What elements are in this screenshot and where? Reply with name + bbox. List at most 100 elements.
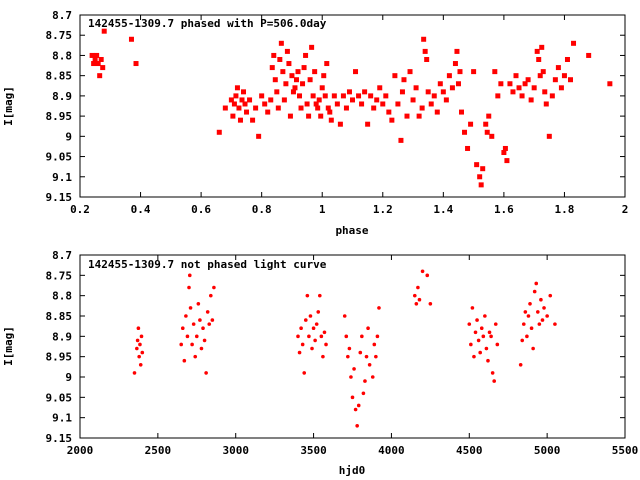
- y-tick-label: 8.95: [46, 110, 73, 123]
- data-point: [355, 424, 359, 428]
- data-point: [523, 310, 528, 314]
- data-point: [372, 342, 377, 347]
- data-point: [187, 285, 191, 290]
- data-point: [425, 273, 430, 278]
- data-point: [328, 117, 334, 123]
- data-point: [349, 375, 353, 379]
- data-point: [353, 69, 359, 75]
- data-point: [132, 371, 137, 375]
- data-point: [470, 306, 475, 310]
- data-point: [300, 81, 306, 87]
- data-point: [455, 81, 461, 87]
- data-point: [280, 69, 286, 75]
- data-point: [346, 89, 352, 95]
- data-point: [540, 69, 546, 75]
- data-point: [194, 334, 199, 339]
- data-point: [440, 89, 446, 95]
- data-point: [495, 342, 500, 347]
- data-point: [487, 330, 492, 335]
- y-tick-label: 9: [65, 130, 72, 143]
- data-point: [542, 306, 546, 310]
- data-point: [586, 52, 592, 58]
- x-tick-label: 4000: [378, 444, 405, 457]
- data-point: [553, 322, 557, 326]
- data-point: [484, 346, 489, 351]
- data-point: [422, 48, 428, 54]
- x-tick-label: 3500: [300, 444, 327, 457]
- data-point: [198, 318, 202, 322]
- data-point: [353, 407, 358, 412]
- data-point: [324, 342, 328, 347]
- data-point: [428, 101, 434, 107]
- data-point: [319, 334, 324, 339]
- y-tick-label: 8.8: [52, 290, 72, 303]
- data-point: [465, 145, 471, 151]
- data-point: [318, 113, 324, 119]
- data-point: [95, 61, 101, 67]
- data-point: [475, 318, 479, 322]
- data-point: [518, 363, 523, 367]
- data-point: [413, 85, 419, 91]
- data-point: [420, 269, 425, 274]
- data-point: [318, 293, 322, 298]
- data-point: [471, 69, 477, 75]
- data-point: [498, 81, 504, 87]
- data-point: [469, 342, 473, 347]
- data-point: [316, 310, 321, 314]
- data-point: [136, 326, 141, 331]
- data-point: [300, 342, 305, 347]
- data-point: [313, 101, 319, 107]
- data-point: [363, 379, 367, 383]
- unphased-light-curve-plot: 2000 2500 3000 3500 4000 4500 5000 5500 8.7 8.75 8…: [2, 249, 638, 477]
- data-point: [454, 48, 460, 54]
- data-point: [368, 93, 374, 99]
- data-point: [193, 354, 198, 359]
- data-point: [377, 306, 381, 310]
- data-point: [437, 81, 443, 87]
- data-point: [319, 85, 325, 91]
- data-point: [308, 314, 313, 318]
- data-point: [472, 354, 476, 359]
- data-point: [247, 97, 253, 103]
- data-point: [184, 314, 188, 318]
- y-tick-label: 8.75: [46, 269, 73, 282]
- data-point: [476, 338, 481, 343]
- data-point: [410, 97, 416, 103]
- x-tick-label: 1: [319, 203, 326, 216]
- x-tick-label: 0.2: [70, 203, 90, 216]
- data-point: [356, 403, 361, 408]
- data-point: [474, 162, 480, 168]
- data-point: [521, 322, 526, 326]
- data-point: [366, 326, 370, 331]
- data-point: [346, 354, 350, 359]
- data-point: [133, 61, 139, 67]
- data-point: [241, 89, 246, 95]
- data-point: [265, 109, 271, 115]
- y-tick-label: 8.85: [46, 310, 73, 323]
- data-point: [428, 302, 433, 306]
- data-point: [296, 334, 300, 339]
- data-point: [342, 314, 347, 318]
- x-tick-label: 4500: [456, 444, 483, 457]
- data-point: [259, 93, 265, 99]
- data-point: [404, 113, 410, 119]
- data-point: [546, 133, 552, 139]
- chart-title: 142455-1309.7 not phased light curve: [88, 258, 327, 271]
- y-tick-label: 8.85: [46, 70, 73, 83]
- data-point: [568, 77, 573, 83]
- y-tick-label: 9.1: [52, 412, 72, 425]
- data-point: [543, 101, 549, 107]
- data-point: [237, 117, 243, 123]
- data-point: [92, 56, 98, 62]
- data-point: [443, 97, 449, 103]
- data-point: [477, 174, 483, 180]
- data-point: [552, 77, 558, 83]
- data-point: [531, 346, 535, 351]
- data-point: [468, 121, 474, 127]
- y-tick-label: 8.95: [46, 351, 73, 364]
- data-point: [365, 121, 371, 127]
- data-point: [519, 93, 525, 99]
- y-tick-label: 8.9: [52, 330, 72, 343]
- data-point: [493, 322, 498, 326]
- data-point: [525, 77, 531, 83]
